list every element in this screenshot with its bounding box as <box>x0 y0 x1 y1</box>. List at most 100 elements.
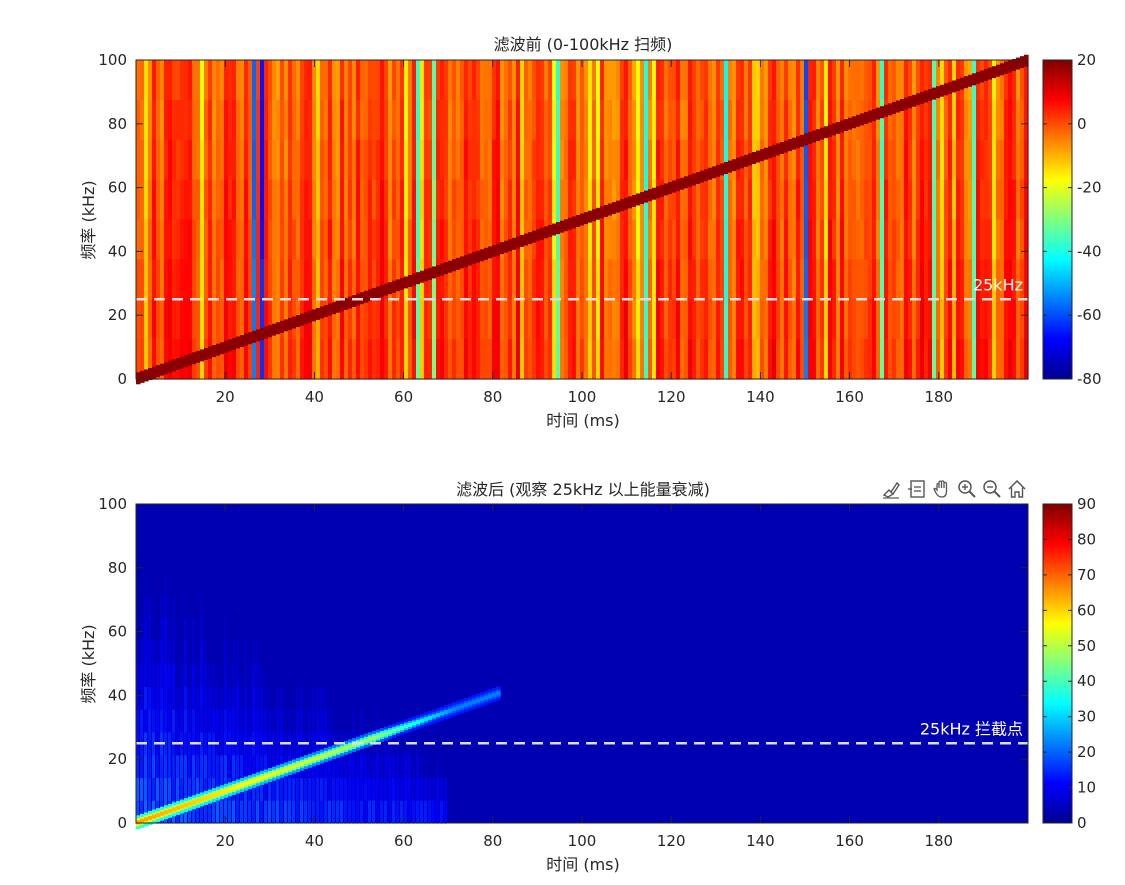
heatmap-cell <box>480 99 485 141</box>
bottom-heatmap[interactable] <box>136 504 1028 830</box>
heatmap-cell <box>708 339 713 380</box>
heatmap-cell <box>792 259 797 300</box>
leakage-cell <box>176 663 179 687</box>
colorbar-tick-label: 0 <box>1077 814 1087 832</box>
heatmap-cell <box>384 60 389 101</box>
heatmap-cell <box>676 60 681 101</box>
brush-icon[interactable] <box>880 478 902 500</box>
heatmap-cell <box>668 139 673 181</box>
chirp-band-cell <box>740 156 745 169</box>
heatmap-cell <box>740 219 745 260</box>
leakage-cell <box>248 686 251 710</box>
heatmap-cell <box>296 60 301 101</box>
chirp-band-cell <box>372 735 377 740</box>
heatmap-cell <box>160 139 165 181</box>
home-icon[interactable] <box>1006 478 1028 500</box>
leakage-cell <box>344 800 347 824</box>
leakage-cell <box>184 709 187 733</box>
heatmap-cell <box>384 179 389 221</box>
heatmap-cell <box>692 60 697 101</box>
heatmap-cell <box>516 99 521 141</box>
leakage-cell <box>144 709 147 733</box>
leakage-cell <box>364 754 367 779</box>
heatmap-cell <box>472 299 477 340</box>
heatmap-cell <box>704 60 709 101</box>
leakage-cell <box>164 731 167 756</box>
heatmap-cell <box>668 259 673 300</box>
pan-icon[interactable] <box>931 478 953 500</box>
heatmap-cell <box>512 339 517 380</box>
leakage-cell <box>264 777 267 801</box>
heatmap-cell <box>312 99 317 141</box>
heatmap-cell <box>804 339 809 380</box>
heatmap-cell <box>404 339 409 380</box>
heatmap-cell <box>684 339 689 380</box>
chirp-band-cell <box>812 130 817 143</box>
heatmap-cell <box>896 219 901 260</box>
heatmap-cell <box>724 60 729 101</box>
heatmap-cell <box>468 259 473 300</box>
leakage-cell <box>400 777 403 801</box>
heatmap-cell <box>144 339 149 380</box>
heatmap-cell <box>628 259 633 300</box>
heatmap-cell <box>624 259 629 300</box>
heatmap-cell <box>412 219 417 260</box>
top-heatmap[interactable] <box>136 54 1029 385</box>
leakage-cell <box>380 754 383 779</box>
heatmap-cell <box>136 219 141 260</box>
chirp-band-cell <box>344 297 349 310</box>
heatmap-cell <box>728 259 733 300</box>
heatmap-cell <box>920 219 925 260</box>
heatmap-cell <box>316 60 321 101</box>
leakage-cell <box>252 640 255 665</box>
heatmap-cell <box>980 339 985 380</box>
heatmap-cell <box>240 179 245 221</box>
heatmap-cell <box>788 339 793 380</box>
heatmap-cell <box>636 219 641 260</box>
heatmap-cell <box>200 179 205 221</box>
heatmap-cell <box>980 99 985 141</box>
heatmap-cell <box>200 60 205 101</box>
heatmap-cell <box>856 179 861 221</box>
heatmap-cell <box>872 339 877 380</box>
heatmap-cell <box>244 179 249 221</box>
heatmap-cell <box>272 259 277 300</box>
heatmap-cell <box>592 299 597 340</box>
heatmap-cell <box>880 99 885 141</box>
zoom-out-icon[interactable] <box>981 478 1003 500</box>
leakage-cell <box>200 686 203 710</box>
heatmap-cell <box>348 339 353 380</box>
heatmap-cell <box>724 99 729 141</box>
leakage-cell <box>148 709 151 733</box>
heatmap-cell <box>408 139 413 181</box>
heatmap-cell <box>208 60 213 101</box>
heatmap-cell <box>440 259 445 300</box>
heatmap-cell <box>648 219 653 260</box>
heatmap-cell <box>716 299 721 340</box>
heatmap-cell <box>988 139 993 181</box>
heatmap-cell <box>988 339 993 380</box>
leakage-cell <box>312 800 315 824</box>
leakage-cell <box>252 663 255 687</box>
chirp-band-cell <box>176 805 181 810</box>
heatmap-cell <box>952 219 957 260</box>
heatmap-cell <box>956 99 961 141</box>
heatmap-cell <box>364 99 369 141</box>
leakage-cell <box>308 731 311 756</box>
heatmap-cell <box>908 139 913 181</box>
datatip-icon[interactable] <box>906 478 928 500</box>
leakage-cell <box>160 595 163 619</box>
heatmap-cell <box>232 259 237 300</box>
chirp-band-cell <box>868 110 873 123</box>
heatmap-cell <box>580 60 585 101</box>
heatmap-cell <box>828 139 833 181</box>
top-colorbar-frame <box>1042 59 1073 380</box>
chirp-band-cell <box>584 212 589 225</box>
chirp-band-cell <box>168 808 173 813</box>
heatmap-cell <box>216 219 221 260</box>
heatmap-cell <box>276 299 281 340</box>
heatmap-cell <box>596 60 601 101</box>
leakage-cell <box>284 777 287 801</box>
heatmap-cell <box>272 99 277 141</box>
zoom-in-icon[interactable] <box>956 478 978 500</box>
